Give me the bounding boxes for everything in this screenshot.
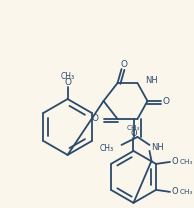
Text: CH₃: CH₃ (61, 72, 75, 80)
Text: O: O (64, 78, 71, 87)
Text: O: O (163, 97, 170, 105)
Text: O: O (172, 187, 179, 196)
Text: O: O (172, 157, 179, 166)
Text: CH₃: CH₃ (127, 125, 140, 131)
Text: CH₃: CH₃ (99, 144, 113, 154)
Text: NH: NH (152, 144, 164, 152)
Text: O: O (92, 114, 99, 124)
Text: NH: NH (146, 76, 158, 84)
Text: CH₃: CH₃ (180, 159, 193, 165)
Text: O: O (130, 129, 137, 139)
Text: O: O (120, 59, 127, 69)
Text: CH₃: CH₃ (180, 189, 193, 195)
